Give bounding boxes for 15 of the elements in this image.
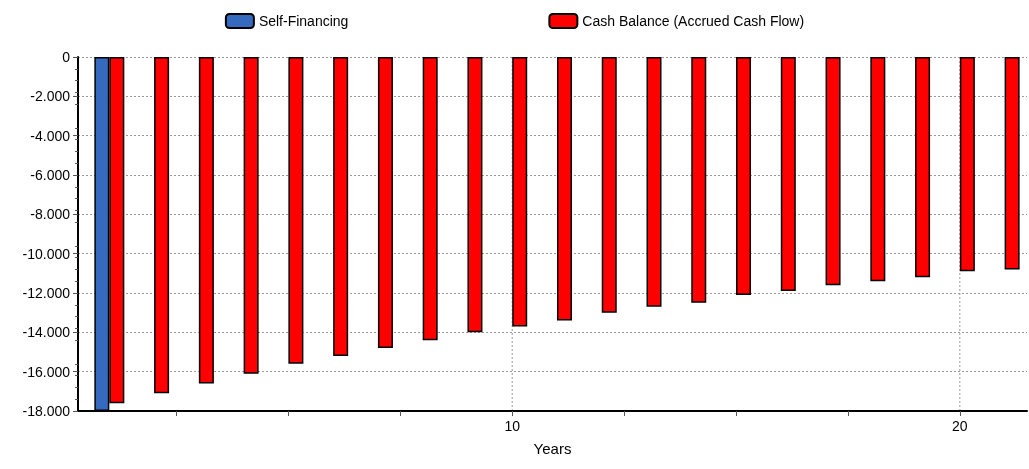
legend-label: Self-Financing	[258, 13, 349, 29]
y-tick-label: -6.000	[30, 167, 71, 183]
x-tick-label: 20	[952, 418, 968, 434]
x-axis-title: Years	[533, 440, 572, 457]
y-tick-label: -16.000	[22, 363, 71, 380]
y-tick-label: 0	[62, 49, 71, 65]
y-tick-label: -18.000	[22, 403, 71, 419]
y-tick-label: -4.000	[30, 127, 71, 144]
y-tick-label: -8.000	[30, 206, 71, 223]
legend-label: Cash Balance (Accrued Cash Flow)	[582, 13, 805, 29]
x-tick-label: 10	[504, 418, 521, 434]
y-tick-label: -2.000	[30, 88, 71, 105]
y-tick-label: -12.000	[22, 285, 71, 301]
y-tick-label: -10.000	[22, 245, 71, 262]
y-tick-label: -14.000	[22, 324, 71, 341]
